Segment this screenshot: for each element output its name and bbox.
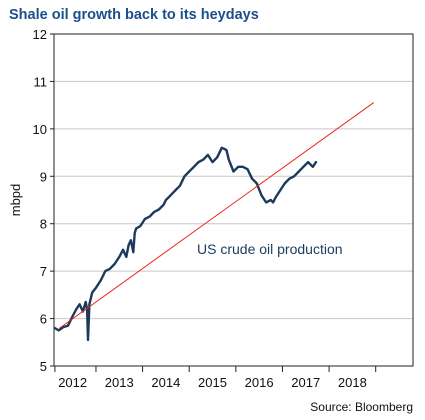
x-tick-label: 2013 [105, 375, 134, 390]
x-tick-label: 2015 [198, 375, 227, 390]
plot-frame [53, 33, 414, 367]
y-tick-label: 5 [40, 359, 47, 374]
y-tick-label: 7 [40, 264, 47, 279]
y-axis-ticks: 5 6 7 8 9 10 11 12 [33, 27, 54, 374]
series-annotation: US crude oil production [197, 241, 343, 257]
y-tick-label: 10 [33, 122, 47, 137]
production-series-line [53, 146, 318, 342]
x-tick-label: 2016 [245, 375, 274, 390]
trend-line [59, 102, 374, 329]
x-tick-label: 2012 [58, 375, 87, 390]
y-tick-label: 12 [33, 27, 47, 42]
series-layer [53, 102, 374, 342]
source-note: Source: Bloomberg [310, 400, 413, 414]
y-tick-label: 9 [40, 169, 47, 184]
x-tick-label: 2017 [291, 375, 320, 390]
y-tick-label: 8 [40, 217, 47, 232]
chart-title: Shale oil growth back to its heydays [9, 7, 259, 23]
x-tick-label: 2018 [338, 375, 367, 390]
x-tick-label: 2014 [151, 375, 180, 390]
y-axis-label: mbpd [8, 184, 23, 217]
x-axis-ticks: 2012 2013 2014 2015 2016 2017 2018 [54, 366, 377, 390]
y-tick-label: 11 [34, 74, 48, 89]
gridlines [54, 33, 413, 367]
y-tick-label: 6 [40, 312, 47, 327]
